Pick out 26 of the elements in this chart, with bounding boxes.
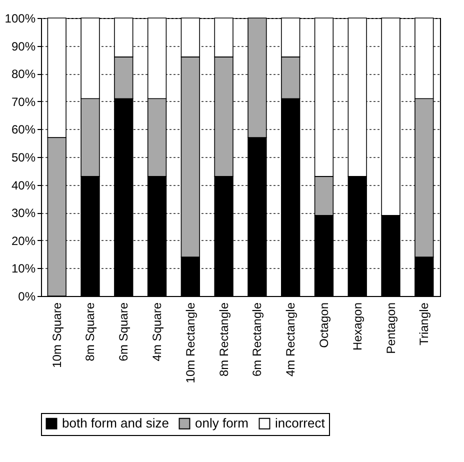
- legend-label: incorrect: [275, 416, 326, 431]
- x-tick-label: Octagon: [316, 302, 331, 348]
- x-tick-label: 8m Square: [83, 302, 98, 362]
- y-tick-label: 40%: [11, 178, 36, 192]
- y-tick-label: 100%: [4, 12, 36, 26]
- y-tick-label: 20%: [11, 234, 36, 248]
- y-tick-label: 70%: [11, 94, 36, 109]
- y-tick-label: 60%: [11, 122, 36, 137]
- x-tick-label: 4m Rectangle: [284, 302, 298, 377]
- x-tick-label: 10m Rectangle: [183, 302, 198, 384]
- y-tick-label: 50%: [11, 150, 36, 164]
- x-tick-label: 4m Square: [150, 302, 164, 362]
- x-tick-label: 8m Rectangle: [216, 302, 231, 377]
- x-tick-label: 6m Rectangle: [250, 302, 264, 377]
- y-tick-label: 90%: [11, 39, 36, 54]
- x-tick-label: 6m Square: [116, 302, 131, 362]
- x-tick-label: 10m Square: [50, 302, 64, 368]
- y-tick-label: 80%: [11, 67, 36, 82]
- legend-label: only form: [195, 416, 248, 431]
- y-tick-label: 30%: [11, 206, 36, 220]
- x-tick-label: Pentagon: [384, 302, 398, 354]
- x-tick-label: Hexagon: [350, 302, 364, 351]
- y-tick-label: 10%: [11, 262, 36, 276]
- legend-label: both form and size: [62, 416, 169, 431]
- x-tick-label: Triangle: [417, 302, 432, 346]
- y-tick-label: 0%: [18, 290, 36, 304]
